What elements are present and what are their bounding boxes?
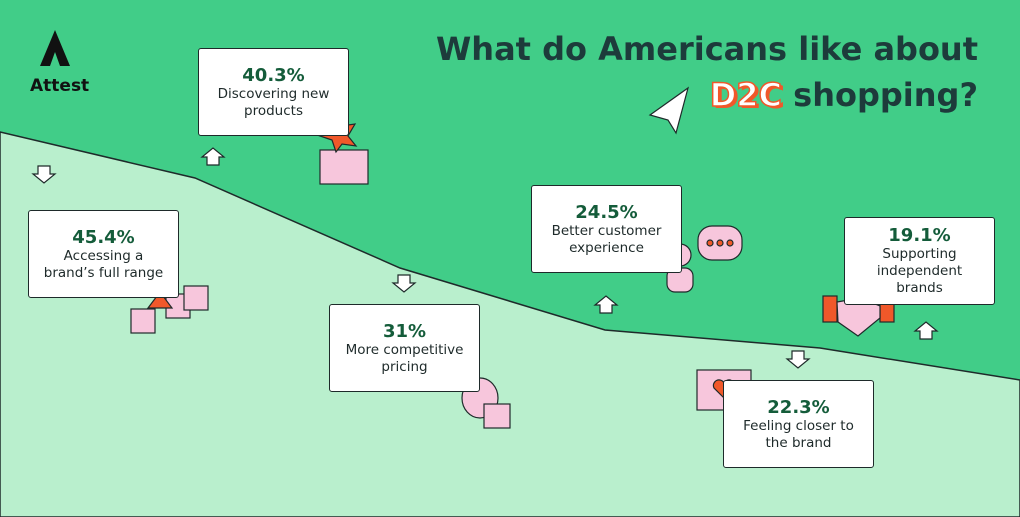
card: 19.1% Supporting independent brands	[844, 217, 995, 305]
title: What do Americans like about D2C shoppin…	[436, 26, 978, 118]
card-label: More competitive pricing	[345, 341, 464, 375]
card-label: Accessing a brand’s full range	[43, 247, 164, 281]
card: 24.5% Better customer experience	[531, 185, 682, 273]
card-label: Supporting independent brands	[876, 246, 963, 296]
card-label: Better customer experience	[551, 222, 662, 256]
card: 40.3% Discovering new products	[198, 48, 349, 136]
title-line: D2C shopping?	[436, 72, 978, 118]
brand: Attest	[30, 76, 90, 96]
card: 22.3% Feeling closer to the brand	[723, 380, 874, 468]
arrows	[31, 86, 939, 369]
title-line: What do Americans like about	[436, 30, 978, 68]
card-value: 19.1%	[888, 225, 951, 246]
card: 31% More competitive pricing	[329, 304, 480, 392]
logo	[40, 30, 70, 66]
title-highlight: D2C	[709, 75, 783, 115]
card-label: Discovering new products	[217, 85, 330, 119]
title-end: shopping?	[793, 76, 978, 114]
card-value: 22.3%	[767, 396, 830, 418]
card-value: 40.3%	[242, 64, 305, 86]
card-value: 31%	[382, 320, 427, 342]
card-value: 45.4%	[72, 226, 135, 248]
card: 45.4% Accessing a brand’s full range	[28, 210, 179, 298]
card-label: Feeling closer to the brand	[743, 417, 854, 451]
card-value: 24.5%	[575, 201, 638, 223]
